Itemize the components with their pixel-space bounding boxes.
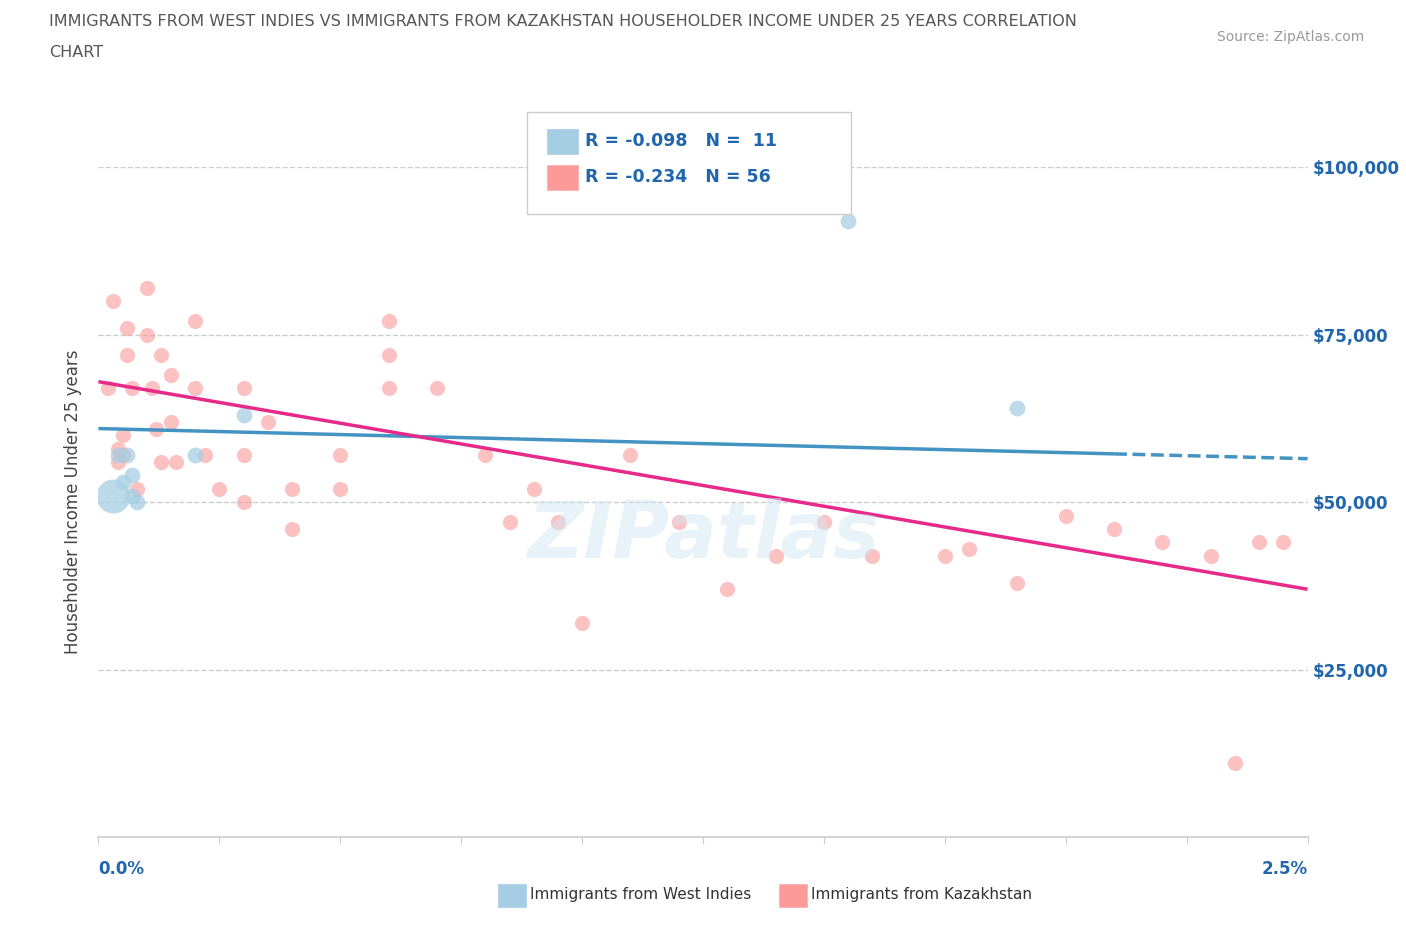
- Point: [716, 582, 738, 597]
- Point: [232, 495, 254, 510]
- Text: R = -0.098   N =  11: R = -0.098 N = 11: [585, 132, 778, 151]
- Point: [107, 448, 129, 463]
- Point: [957, 541, 980, 556]
- Point: [474, 448, 496, 463]
- Point: [1007, 575, 1029, 590]
- Point: [523, 482, 546, 497]
- Point: [111, 474, 134, 489]
- Point: [837, 214, 859, 229]
- Text: ZIPatlas: ZIPatlas: [527, 498, 879, 574]
- Point: [860, 549, 883, 564]
- Point: [208, 482, 231, 497]
- Point: [281, 482, 304, 497]
- Point: [1272, 535, 1295, 550]
- Point: [101, 488, 124, 503]
- Point: [377, 348, 399, 363]
- Point: [813, 515, 835, 530]
- Point: [194, 448, 217, 463]
- Point: [107, 441, 129, 456]
- Point: [547, 515, 569, 530]
- Point: [117, 448, 139, 463]
- Point: [1152, 535, 1174, 550]
- Point: [232, 381, 254, 396]
- Point: [127, 482, 149, 497]
- Point: [1007, 401, 1029, 416]
- Text: Immigrants from Kazakhstan: Immigrants from Kazakhstan: [811, 887, 1032, 902]
- Point: [121, 488, 143, 503]
- Point: [281, 522, 304, 537]
- Point: [184, 314, 207, 329]
- Point: [127, 495, 149, 510]
- Point: [1102, 522, 1125, 537]
- Point: [934, 549, 956, 564]
- Point: [107, 455, 129, 470]
- Text: Immigrants from West Indies: Immigrants from West Indies: [530, 887, 751, 902]
- Point: [668, 515, 690, 530]
- Point: [135, 281, 157, 296]
- Text: Source: ZipAtlas.com: Source: ZipAtlas.com: [1216, 30, 1364, 44]
- Point: [160, 367, 183, 382]
- Point: [232, 448, 254, 463]
- Text: 0.0%: 0.0%: [98, 860, 145, 878]
- Point: [135, 327, 157, 342]
- Point: [111, 428, 134, 443]
- Point: [571, 616, 593, 631]
- Point: [150, 348, 173, 363]
- Point: [121, 381, 143, 396]
- Point: [121, 468, 143, 483]
- Point: [150, 455, 173, 470]
- Point: [426, 381, 449, 396]
- Y-axis label: Householder Income Under 25 years: Householder Income Under 25 years: [65, 350, 83, 655]
- Text: IMMIGRANTS FROM WEST INDIES VS IMMIGRANTS FROM KAZAKHSTAN HOUSEHOLDER INCOME UND: IMMIGRANTS FROM WEST INDIES VS IMMIGRANT…: [49, 14, 1077, 29]
- Point: [117, 348, 139, 363]
- Point: [97, 381, 120, 396]
- Point: [256, 415, 278, 430]
- Point: [1054, 508, 1077, 523]
- Point: [160, 415, 183, 430]
- Text: 2.5%: 2.5%: [1261, 860, 1308, 878]
- Point: [377, 314, 399, 329]
- Point: [165, 455, 187, 470]
- Point: [111, 448, 134, 463]
- Point: [498, 515, 520, 530]
- Point: [117, 321, 139, 336]
- Text: CHART: CHART: [49, 45, 103, 60]
- Point: [377, 381, 399, 396]
- Text: R = -0.234   N = 56: R = -0.234 N = 56: [585, 167, 770, 186]
- Point: [329, 448, 352, 463]
- Point: [145, 421, 167, 436]
- Point: [141, 381, 163, 396]
- Point: [329, 482, 352, 497]
- Point: [1199, 549, 1222, 564]
- Point: [765, 549, 787, 564]
- Point: [232, 407, 254, 422]
- Point: [1223, 756, 1246, 771]
- Point: [184, 448, 207, 463]
- Point: [184, 381, 207, 396]
- Point: [101, 294, 124, 309]
- Point: [619, 448, 641, 463]
- Point: [1249, 535, 1271, 550]
